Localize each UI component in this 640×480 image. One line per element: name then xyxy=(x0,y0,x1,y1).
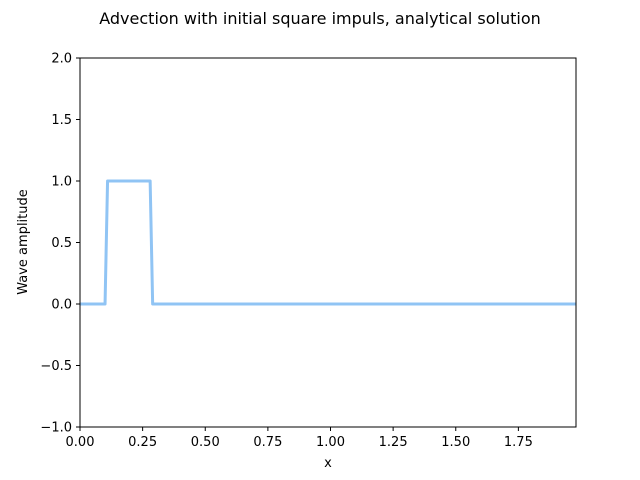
x-tick-label: 1.25 xyxy=(379,435,408,450)
y-tick-label: −1.0 xyxy=(40,421,72,436)
y-tick-label: 1.5 xyxy=(51,113,72,128)
x-tick-label: 0.25 xyxy=(128,435,157,450)
y-tick-label: 0.0 xyxy=(51,298,72,313)
y-tick-label: −0.5 xyxy=(40,359,72,374)
x-tick-label: 1.50 xyxy=(441,435,470,450)
y-axis-label: Wave amplitude xyxy=(16,189,31,295)
x-tick-label: 0.50 xyxy=(191,435,220,450)
x-tick-label: 0.75 xyxy=(253,435,282,450)
series-line-0 xyxy=(80,179,576,306)
y-tick-label: 0.5 xyxy=(51,236,72,251)
x-tick-label: 1.00 xyxy=(316,435,345,450)
series-layer xyxy=(80,179,576,306)
x-axis-ticks: 0.00 0.25 0.50 0.75 1.00 1.25 1.50 1.75 xyxy=(66,427,533,450)
x-tick-label: 1.75 xyxy=(504,435,533,450)
y-tick-label: 1.0 xyxy=(51,175,72,190)
y-tick-label: 2.0 xyxy=(51,52,72,67)
x-axis-label: x xyxy=(324,456,332,471)
x-tick-label: 0.00 xyxy=(66,435,95,450)
y-axis-ticks: −1.0 −0.5 0.0 0.5 1.0 1.5 2.0 xyxy=(40,52,80,436)
chart-title: Advection with initial square impuls, an… xyxy=(99,9,541,28)
